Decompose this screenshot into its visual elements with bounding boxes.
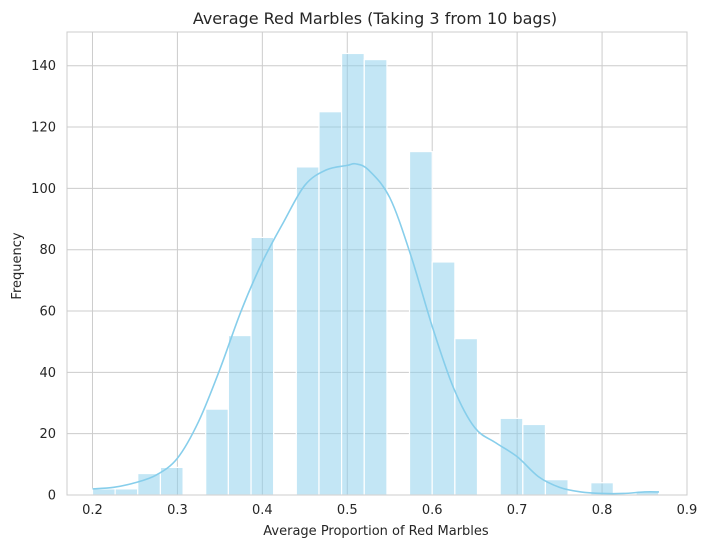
histogram-bar bbox=[137, 472, 162, 496]
histogram-bar bbox=[408, 150, 433, 496]
histogram-bar bbox=[454, 338, 479, 496]
y-tick-label: 120 bbox=[31, 121, 56, 136]
histogram-bar bbox=[205, 408, 229, 496]
x-tick-label: 0.2 bbox=[82, 503, 103, 518]
chart-title: Average Red Marbles (Taking 3 from 10 ba… bbox=[193, 9, 557, 28]
x-axis-label: Average Proportion of Red Marbles bbox=[263, 524, 489, 539]
histogram-bar bbox=[295, 166, 320, 496]
x-tick-label: 0.6 bbox=[422, 503, 443, 518]
x-tick-label: 0.8 bbox=[592, 503, 613, 518]
x-tick-label: 0.9 bbox=[677, 503, 698, 518]
histogram-bar bbox=[499, 417, 524, 496]
histogram-bar bbox=[227, 334, 252, 496]
kde-layer bbox=[92, 162, 659, 495]
histogram-bars bbox=[91, 52, 660, 496]
y-axis-ticks: 0 20 40 60 80 100 120 140 bbox=[31, 59, 56, 503]
x-tick-label: 0.3 bbox=[167, 503, 188, 518]
x-axis-ticks: 0.2 0.3 0.4 0.5 0.6 0.7 0.8 0.9 bbox=[82, 503, 697, 518]
histogram-bar bbox=[363, 58, 388, 496]
x-tick-label: 0.5 bbox=[337, 503, 358, 518]
histogram-bar bbox=[250, 236, 275, 496]
histogram-bar bbox=[159, 466, 184, 496]
histogram-bar bbox=[91, 488, 116, 496]
plot-frame bbox=[66, 31, 688, 496]
x-tick-label: 0.4 bbox=[252, 503, 273, 518]
histogram-bar bbox=[431, 261, 456, 496]
x-tick-label: 0.7 bbox=[507, 503, 528, 518]
histogram-bar bbox=[114, 488, 139, 496]
histogram-bar bbox=[522, 423, 547, 496]
y-tick-label: 40 bbox=[39, 366, 56, 381]
kde-curve bbox=[92, 162, 659, 495]
y-axis-label: Frequency bbox=[10, 232, 25, 299]
y-tick-label: 0 bbox=[48, 489, 56, 504]
y-tick-label: 140 bbox=[31, 59, 56, 74]
plot-area bbox=[66, 31, 688, 496]
y-tick-label: 60 bbox=[39, 305, 56, 320]
y-tick-label: 20 bbox=[39, 427, 56, 442]
histogram-bar bbox=[340, 52, 365, 496]
y-tick-label: 80 bbox=[39, 243, 56, 258]
y-tick-label: 100 bbox=[31, 182, 56, 197]
